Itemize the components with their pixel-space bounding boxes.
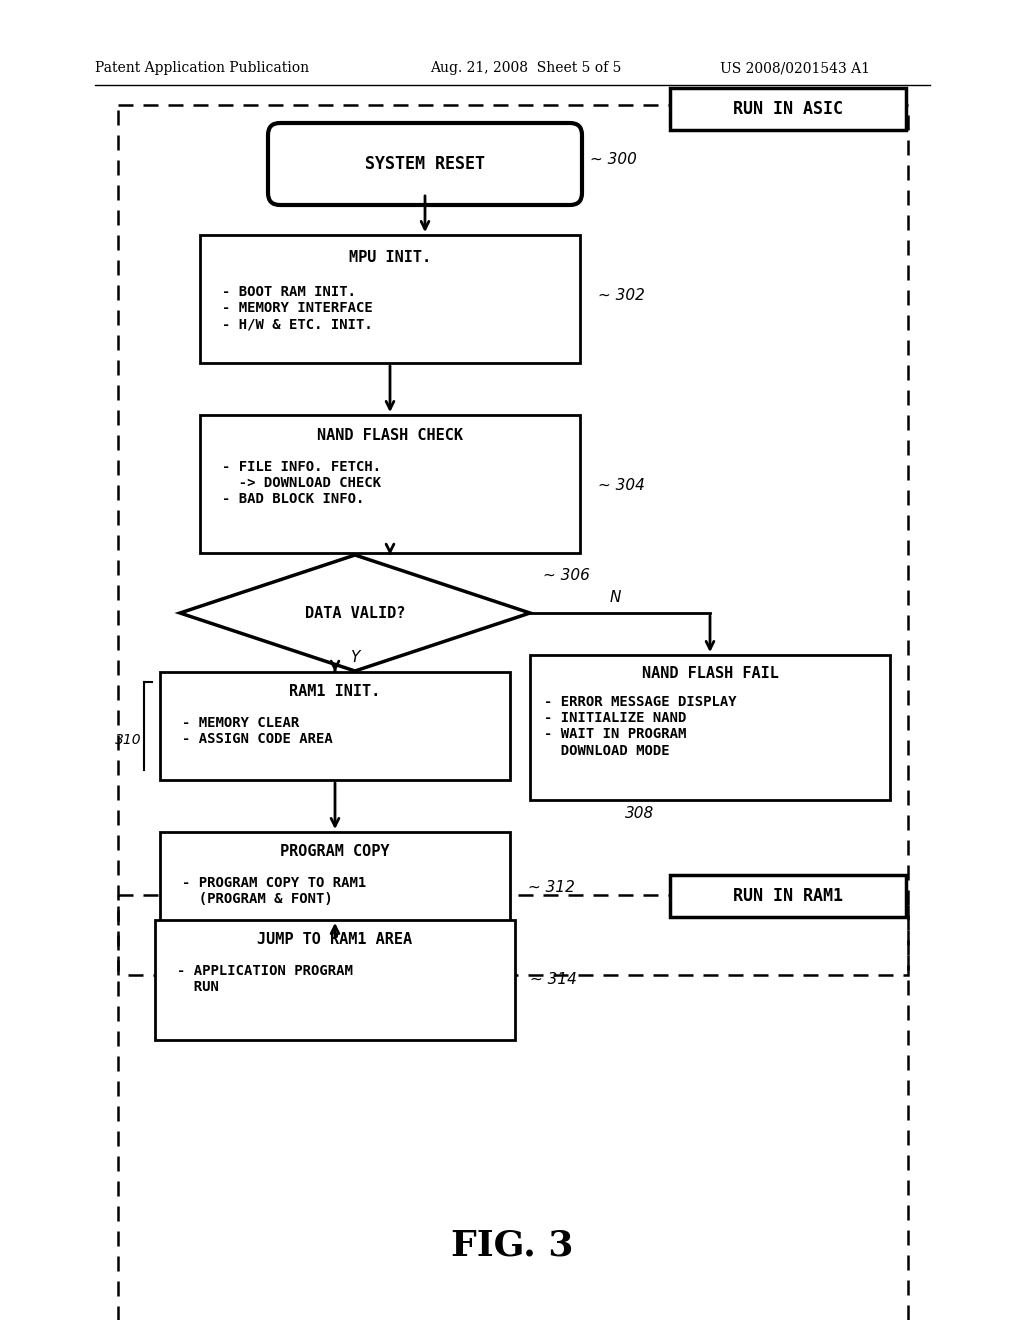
Bar [155, 920, 515, 1040]
Text: MPU INIT.: MPU INIT. [349, 249, 431, 264]
Text: - ERROR MESSAGE DISPLAY
- INITIALIZE NAND
- WAIT IN PROGRAM
  DOWNLOAD MODE: - ERROR MESSAGE DISPLAY - INITIALIZE NAN… [544, 696, 736, 758]
Bar [118, 106, 908, 975]
Text: DATA VALID?: DATA VALID? [305, 606, 406, 620]
Text: RAM1 INIT.: RAM1 INIT. [290, 685, 381, 700]
Text: ~ 314: ~ 314 [530, 973, 577, 987]
Text: ~ 300: ~ 300 [590, 153, 637, 168]
Bar [160, 832, 510, 940]
Text: RUN IN ASIC: RUN IN ASIC [733, 100, 843, 117]
Bar [118, 895, 908, 1320]
Text: NAND FLASH CHECK: NAND FLASH CHECK [317, 428, 463, 442]
Text: - APPLICATION PROGRAM
  RUN: - APPLICATION PROGRAM RUN [177, 964, 353, 994]
Text: PROGRAM COPY: PROGRAM COPY [281, 845, 390, 859]
Text: - FILE INFO. FETCH.
  -> DOWNLOAD CHECK
- BAD BLOCK INFO.: - FILE INFO. FETCH. -> DOWNLOAD CHECK - … [222, 459, 381, 507]
Polygon shape [180, 554, 530, 671]
Text: - BOOT RAM INIT.
- MEMORY INTERFACE
- H/W & ETC. INIT.: - BOOT RAM INIT. - MEMORY INTERFACE - H/… [222, 285, 373, 331]
Bar [160, 672, 510, 780]
Text: - PROGRAM COPY TO RAM1
  (PROGRAM & FONT): - PROGRAM COPY TO RAM1 (PROGRAM & FONT) [182, 876, 367, 907]
Text: ~ 306: ~ 306 [543, 568, 590, 582]
Bar [200, 235, 580, 363]
Text: - MEMORY CLEAR
- ASSIGN CODE AREA: - MEMORY CLEAR - ASSIGN CODE AREA [182, 715, 333, 746]
Bar [530, 655, 890, 800]
Text: Patent Application Publication: Patent Application Publication [95, 61, 309, 75]
Text: N: N [610, 590, 622, 606]
Text: US 2008/0201543 A1: US 2008/0201543 A1 [720, 61, 870, 75]
Text: 308: 308 [625, 805, 654, 821]
Text: 310: 310 [116, 733, 142, 747]
Text: RUN IN RAM1: RUN IN RAM1 [733, 887, 843, 906]
Text: ~ 304: ~ 304 [598, 479, 645, 494]
Text: Aug. 21, 2008  Sheet 5 of 5: Aug. 21, 2008 Sheet 5 of 5 [430, 61, 622, 75]
Text: SYSTEM RESET: SYSTEM RESET [365, 154, 485, 173]
Text: JUMP TO RAM1 AREA: JUMP TO RAM1 AREA [257, 932, 413, 948]
Bar [670, 88, 906, 129]
Text: Y: Y [350, 649, 359, 664]
FancyBboxPatch shape [268, 123, 582, 205]
Text: ~ 302: ~ 302 [598, 289, 645, 304]
Text: FIG. 3: FIG. 3 [451, 1228, 573, 1262]
Bar [200, 414, 580, 553]
Text: NAND FLASH FAIL: NAND FLASH FAIL [642, 665, 778, 681]
Text: ~ 312: ~ 312 [528, 880, 574, 895]
Bar [670, 875, 906, 917]
